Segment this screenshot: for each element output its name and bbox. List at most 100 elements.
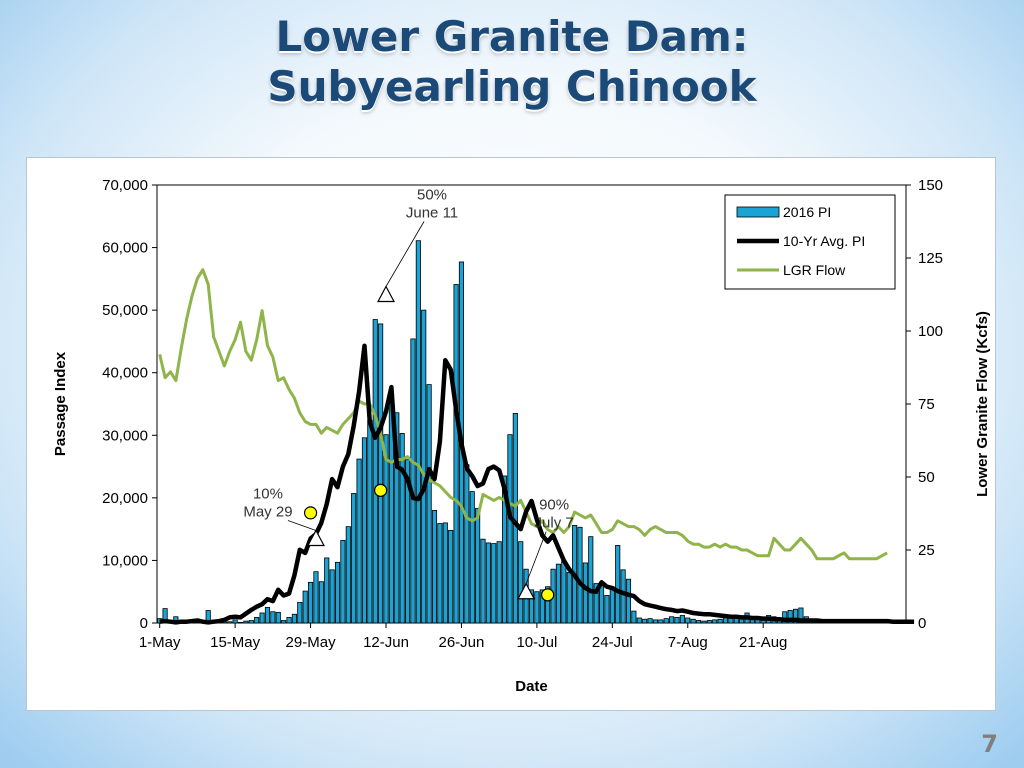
bar-2016-pi: [588, 536, 594, 624]
axes: 0 10,000 20,000 30,000 40,000 50,000 60,000 70,…: [52, 177, 991, 695]
legend-swatch-2016-pi: [736, 206, 780, 218]
slide-title-line2: Subyearling Chinook: [267, 62, 757, 111]
bar-2016-pi: [631, 610, 637, 624]
yellow-marker: [541, 588, 555, 602]
passage-triangle-marker: [377, 285, 396, 303]
legend: 2016 PI 10-Yr Avg. PI LGR Flow: [724, 194, 896, 290]
bar-2016-pi: [281, 620, 287, 624]
bar-2016-pi: [367, 419, 373, 624]
line-10yr-avg-pi: [159, 343, 915, 625]
bar-2016-pi: [302, 590, 308, 624]
bar-2016-pi: [399, 433, 405, 624]
bar-2016-pi: [270, 611, 276, 624]
chart-panel: 10% May 29 50% June 11 90% July 7 0 10,000 20,0…: [26, 157, 996, 711]
right-axis-tick-label: 125: [918, 250, 943, 267]
left-axis-title: Passage Index: [52, 351, 69, 456]
left-axis-tick-label: 0: [140, 615, 148, 632]
passage-triangle-marker: [517, 582, 536, 600]
bar-2016-pi: [539, 589, 545, 624]
bar-2016-pi: [507, 434, 513, 624]
bar-2016-pi: [378, 323, 384, 624]
bar-2016-pi: [642, 618, 648, 624]
annotation-date-label: June 11: [406, 205, 458, 222]
bar-2016-pi: [259, 612, 265, 624]
annotation-leader-line: [287, 520, 317, 531]
x-axis-tick-label: 24-Jul: [592, 634, 633, 651]
bar-2016-pi: [496, 541, 502, 624]
bar-2016-pi: [491, 543, 497, 624]
left-axis-tick-label: 20,000: [102, 490, 148, 507]
bar-2016-pi: [232, 619, 238, 624]
left-axis-tick-label: 70,000: [102, 177, 148, 194]
bar-2016-pi: [577, 526, 583, 624]
bar-2016-pi: [501, 475, 508, 624]
bar-2016-pi: [442, 522, 448, 624]
bar-2016-pi: [415, 240, 421, 624]
bar-2016-pi: [464, 464, 470, 624]
right-axis-tick-label: 25: [918, 542, 935, 559]
annotation-date-label: July 7: [535, 515, 574, 532]
bar-2016-pi: [582, 562, 588, 624]
bar-2016-pi: [324, 557, 330, 624]
x-axis-tick-label: 26-Jun: [439, 634, 485, 651]
bar-2016-pi: [609, 587, 615, 624]
bar-2016-pi: [383, 434, 389, 624]
x-axis-tick-label: 29-May: [286, 634, 337, 651]
right-axis-tick-label: 50: [918, 469, 935, 486]
bar-2016-pi: [685, 617, 691, 624]
annotation-date-label: May 29: [243, 504, 292, 521]
bar-2016-pi: [480, 538, 486, 624]
bar-2016-pi: [555, 563, 561, 624]
bar-2016-pi: [717, 618, 723, 624]
annotations: 10%May 29 50%June 11 90%July 7: [243, 187, 574, 602]
bar-2016-pi: [636, 617, 642, 624]
bar-2016-pi: [518, 541, 524, 624]
bar-2016-pi: [566, 571, 572, 624]
bar-2016-pi: [598, 584, 605, 624]
bar-2016-pi: [313, 571, 319, 624]
bar-2016-pi: [243, 620, 249, 624]
bar-2016-pi: [787, 610, 793, 624]
bar-2016-pi: [329, 569, 335, 624]
bar-2016-pi: [448, 529, 454, 624]
bar-2016-pi: [237, 621, 244, 624]
bar-2016-pi: [318, 581, 324, 624]
yellow-marker: [303, 506, 318, 520]
bar-2016-pi: [297, 601, 303, 624]
bar-2016-pi: [475, 508, 481, 624]
passage-triangle-marker: [306, 529, 325, 547]
x-axis-tick-label: 1-May: [139, 634, 181, 651]
bar-2016-pi: [372, 319, 378, 624]
bar-2016-pi: [437, 523, 443, 624]
bar-2016-pi: [625, 578, 632, 624]
bar-2016-pi: [620, 569, 626, 624]
bar-2016-pi: [334, 561, 341, 624]
bar-2016-pi: [485, 542, 491, 624]
x-axis-title: Date: [515, 678, 548, 695]
bar-2016-pi: [275, 611, 281, 624]
bar-2016-pi: [405, 459, 411, 624]
bar-2016-pi: [798, 607, 804, 624]
line-lgr-flow: [158, 268, 888, 561]
bar-2016-pi: [248, 620, 254, 624]
bar-2016-pi: [534, 591, 540, 624]
bar-2016-pi: [308, 581, 314, 624]
bar-2016-pi: [695, 620, 702, 624]
annotation-percent-label: 10%: [253, 486, 283, 503]
legend-label-2016-pi: 2016 PI: [783, 204, 831, 220]
x-axis-tick-label: 21-Aug: [739, 634, 787, 651]
legend-label-10yr-avg: 10-Yr Avg. PI: [783, 233, 865, 249]
bar-2016-pi: [593, 583, 599, 624]
slide-title-line1: Lower Granite Dam:: [275, 12, 749, 61]
bar-2016-pi: [792, 608, 799, 624]
bar-2016-pi: [706, 620, 712, 624]
right-axis-tick-label: 150: [918, 177, 943, 194]
left-axis-tick-label: 60,000: [102, 240, 148, 257]
page-number: 7: [981, 730, 998, 758]
bar-2016-pi: [254, 616, 260, 624]
bar-2016-pi: [658, 619, 664, 624]
slide-title: Lower Granite Dam: Subyearling Chinook: [0, 12, 1024, 112]
bar-2016-pi: [663, 618, 669, 624]
left-axis-tick-label: 50,000: [102, 302, 148, 319]
annotation-leader-line: [525, 531, 547, 584]
